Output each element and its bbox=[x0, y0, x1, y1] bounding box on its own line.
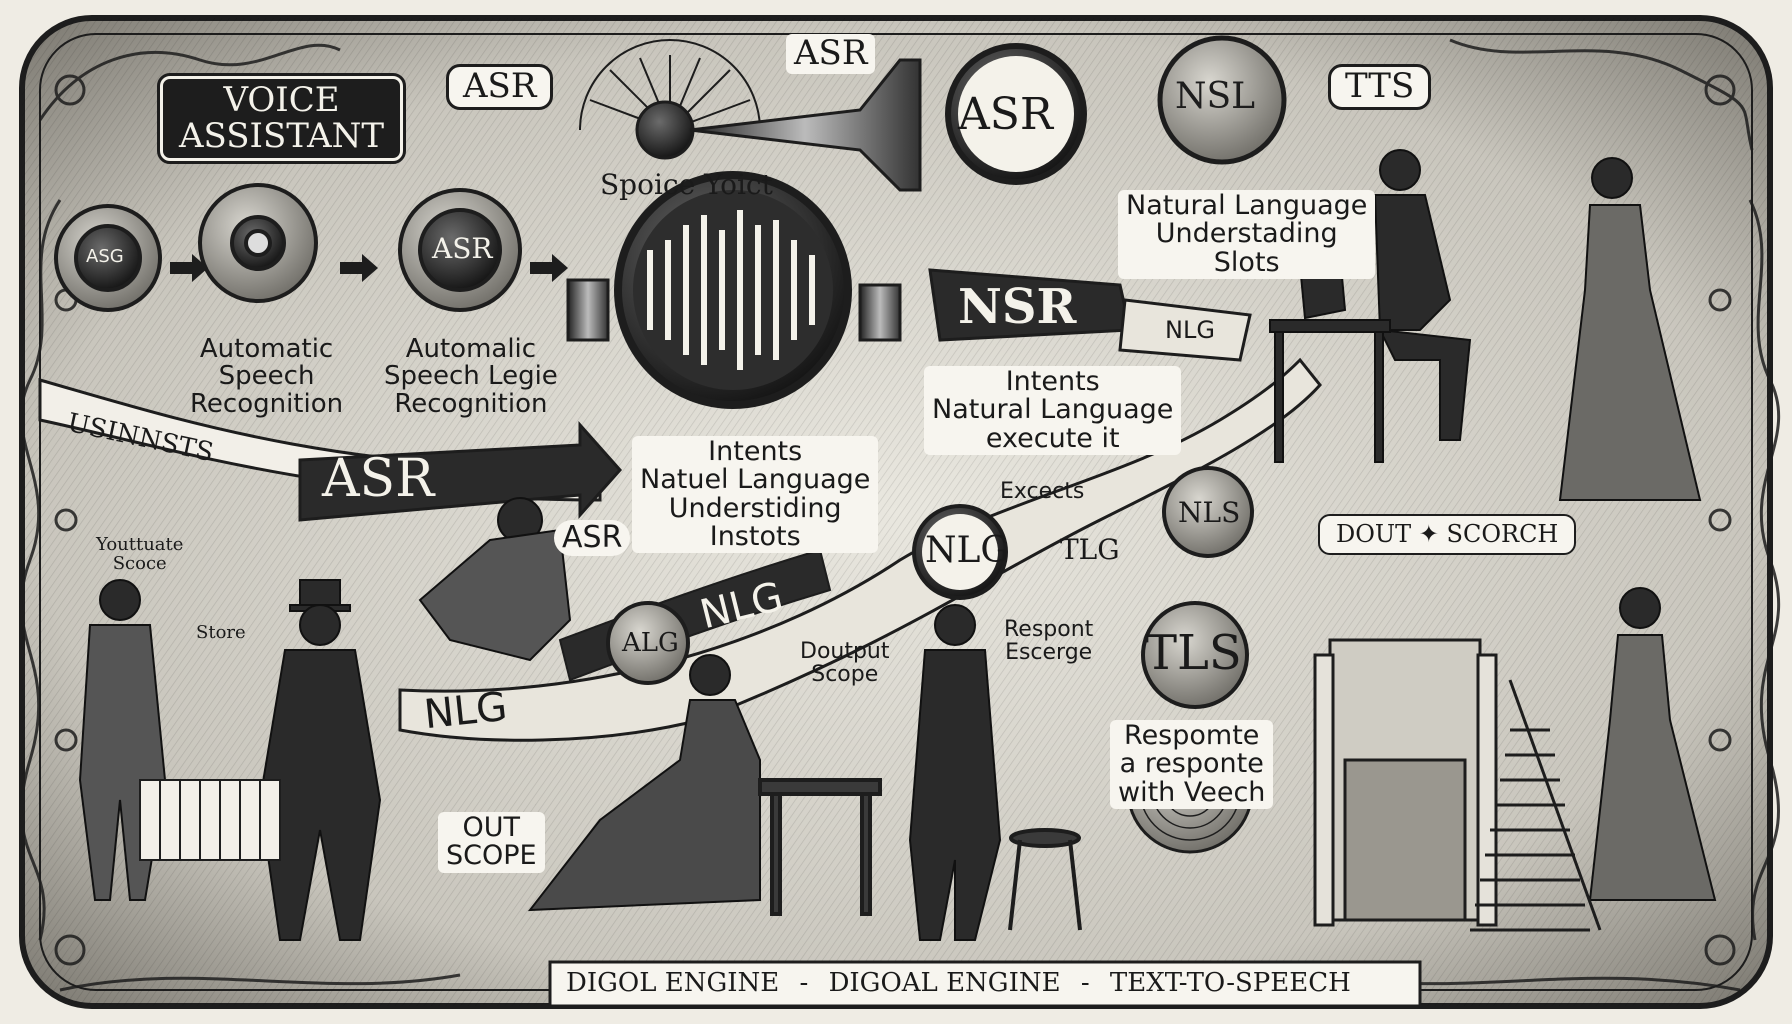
badge-asr-disc: ASR bbox=[958, 89, 1054, 140]
title-line-1: VOICE bbox=[223, 80, 340, 120]
badge-asr-top-center: ASR bbox=[786, 34, 876, 74]
footer-item-2: DIGOAL ENGINE bbox=[828, 968, 1061, 998]
label-response-line-1: Respomte bbox=[1124, 720, 1260, 751]
label-respont-line-2: Escerge bbox=[1005, 640, 1093, 666]
label-asr-text-2: Automalic Speech Legie Recognition bbox=[384, 334, 558, 419]
label-intents-center: Intents Natuel Language Understiding Ins… bbox=[632, 436, 879, 554]
label-output-score-line-1: Youttuate bbox=[96, 534, 184, 555]
label-out-scope: OUT SCOPE bbox=[438, 812, 545, 873]
label-response-line-3: with Veech bbox=[1118, 776, 1266, 808]
label-asr-text-2-line-3: Recognition bbox=[394, 388, 548, 419]
label-asr-text-1-line-3: Recognition bbox=[190, 388, 344, 419]
badge-gear-1: ASG bbox=[86, 246, 124, 267]
label-nlu-top: Natural Language Understading Slots bbox=[1118, 190, 1376, 280]
badge-asr-big-arrow: ASR bbox=[322, 449, 435, 509]
title-line-2: ASSISTANT bbox=[179, 115, 385, 156]
label-output-scope-line-2: Scope bbox=[811, 662, 879, 688]
label-asr-text-2-line-2: Speech Legie bbox=[384, 361, 558, 392]
badge-gear-3: ASR bbox=[432, 232, 493, 265]
label-respont-line-1: Respont bbox=[1004, 617, 1094, 642]
label-out-scope-line-1: OUT bbox=[462, 812, 521, 843]
badge-nsr-banner: NSR bbox=[958, 279, 1077, 335]
badge-alg-disc: ALG bbox=[622, 628, 679, 658]
label-output-score: Youttuate Scoce bbox=[96, 534, 184, 574]
label-intents-center-line-2: Natuel Language bbox=[640, 464, 871, 496]
label-intents-center-line-3: Understiding bbox=[668, 492, 842, 524]
badge-nlg-banner: NLG bbox=[1165, 316, 1215, 344]
label-store: Store bbox=[196, 622, 246, 643]
label-nlu-top-line-2: Understading bbox=[1155, 218, 1338, 250]
label-excects: Excects bbox=[1000, 479, 1085, 504]
label-asr-text-2-line-1: Automalic bbox=[405, 334, 537, 364]
badge-nlg-ribbon-low: NLG bbox=[421, 683, 510, 739]
label-output-scope: Doutput Scope bbox=[800, 640, 890, 686]
label-asr-text-1-line-2: Speech bbox=[218, 361, 315, 392]
label-respont: Respont Escerge bbox=[1004, 618, 1093, 664]
label-response-line-2: a responte bbox=[1119, 748, 1264, 780]
footer-separator-2: - bbox=[1080, 968, 1090, 998]
footer-item-3: TEXT-TO-SPEECH bbox=[1109, 968, 1351, 998]
label-response: Respomte a responte with Veech bbox=[1110, 720, 1274, 810]
label-nlu-top-line-3: Slots bbox=[1213, 246, 1280, 278]
label-output-score-line-2: Scoce bbox=[112, 552, 167, 574]
label-dout-scorch: DOUT ✦ SCORCH bbox=[1318, 514, 1577, 556]
footer-item-1: DIGOL ENGINE bbox=[566, 968, 780, 998]
label-out-scope-line-2: SCOPE bbox=[446, 840, 537, 872]
label-output-scope-line-1: Doutput bbox=[800, 639, 890, 664]
footer-separator-1: - bbox=[799, 968, 809, 998]
title-plate: VOICE ASSISTANT bbox=[156, 72, 407, 165]
label-intents-mid-line-2: Natural Language bbox=[932, 394, 1174, 426]
label-nlu-top-line-1: Natural Language bbox=[1126, 190, 1368, 221]
badge-asr-top-left: ASR bbox=[446, 64, 554, 110]
label-asr-text-1-line-1: Automatic bbox=[199, 334, 334, 364]
footer-bar: DIGOL ENGINE - DIGOAL ENGINE - TEXT-TO-S… bbox=[566, 968, 1351, 998]
label-intents-mid: Intents Natural Language execute it bbox=[924, 366, 1182, 456]
label-intents-center-line-1: Intents bbox=[708, 436, 803, 467]
label-asr-text-1: Automatic Speech Recognition bbox=[190, 334, 344, 419]
badge-tlg-disc: TLG bbox=[1060, 533, 1120, 566]
label-intents-mid-line-1: Intents bbox=[1005, 366, 1100, 397]
label-intents-center-line-4: Instots bbox=[709, 521, 801, 553]
label-intents-mid-line-3: execute it bbox=[985, 422, 1120, 454]
badge-asr-small: ASR bbox=[554, 520, 631, 556]
label-spoice: Spoice Yoict bbox=[600, 168, 773, 201]
badge-tts-top-right: TTS bbox=[1328, 64, 1432, 110]
badge-nlg-disc: NLG bbox=[925, 530, 1010, 571]
badge-tts-disc: TLS bbox=[1145, 625, 1242, 681]
badge-nsl-disc: NSL bbox=[1175, 76, 1256, 117]
badge-nls-disc: NLS bbox=[1178, 496, 1241, 529]
